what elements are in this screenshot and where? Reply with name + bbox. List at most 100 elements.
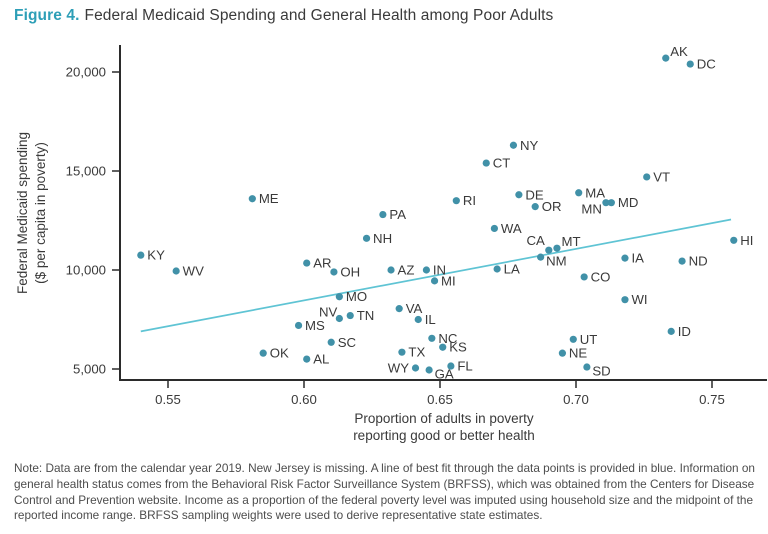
x-axis-title: reporting good or better health: [353, 428, 535, 443]
note-line: reported income range. BRFSS sampling we…: [14, 508, 543, 523]
x-axis-title: Proportion of adults in poverty: [354, 411, 534, 426]
data-point-FL: [447, 362, 455, 370]
data-point-label-NC: NC: [438, 331, 458, 346]
data-point-label-MT: MT: [561, 234, 580, 249]
data-point-label-KS: KS: [449, 340, 467, 355]
data-point-MI: [430, 277, 439, 285]
data-point-OK: [259, 349, 267, 357]
data-point-label-ID: ID: [678, 324, 691, 339]
data-point-NV: [335, 314, 343, 323]
data-point-label-SD: SD: [592, 364, 610, 379]
y-tick-label: 15,000: [66, 164, 106, 179]
data-point-label-WV: WV: [183, 263, 204, 278]
data-point-WV: [172, 267, 180, 275]
data-point-NC: [428, 334, 436, 342]
y-tick-label: 20,000: [66, 65, 106, 80]
data-point-label-NM: NM: [546, 254, 567, 269]
data-point-CO: [580, 273, 588, 281]
data-point-NM: [537, 253, 545, 261]
data-point-label-RI: RI: [463, 193, 476, 208]
y-tick-label: 10,000: [66, 263, 106, 278]
data-point-label-IL: IL: [425, 312, 436, 327]
scatter-chart: 5,000 10,000 15,000 20,000 0.55 0.60 0.65 0.70 0…: [15, 44, 767, 443]
data-point-label-AK: AK: [670, 44, 688, 59]
x-tick-label: 0.55: [155, 392, 181, 407]
data-point-MA: [575, 189, 583, 197]
data-point-VA: [395, 305, 403, 313]
data-point-label-OR: OR: [542, 199, 562, 214]
x-tick-label: 0.65: [427, 392, 453, 407]
data-point-label-HI: HI: [740, 233, 753, 248]
data-point-UT: [569, 335, 577, 343]
data-point-PA: [379, 210, 387, 219]
data-point-label-CA: CA: [526, 233, 545, 248]
data-point-CT: [482, 159, 490, 167]
data-point-IN: [422, 266, 430, 274]
figure-title-text: Federal Medicaid Spending and General He…: [84, 7, 554, 24]
x-tick-label: 0.60: [291, 392, 317, 407]
data-point-label-IA: IA: [631, 251, 644, 266]
x-tick-label: 0.75: [699, 392, 725, 407]
data-point-KY: [137, 251, 145, 259]
data-point-TX: [398, 348, 406, 356]
y-axis-title: Federal Medicaid spending: [15, 132, 30, 294]
data-point-label-OK: OK: [270, 346, 289, 361]
data-point-AZ: [387, 266, 395, 274]
data-point-DE: [515, 191, 523, 199]
data-point-label-MS: MS: [305, 318, 325, 333]
data-point-label-DC: DC: [697, 57, 717, 72]
data-point-label-LA: LA: [504, 262, 520, 277]
data-point-ND: [678, 257, 686, 265]
data-point-IA: [621, 254, 629, 262]
data-point-label-NH: NH: [373, 231, 392, 246]
data-point-label-WI: WI: [631, 292, 647, 307]
data-point-label-AR: AR: [313, 256, 331, 271]
data-point-ID: [667, 327, 675, 335]
data-point-HI: [730, 236, 738, 244]
data-point-label-VA: VA: [406, 301, 423, 316]
data-point-NE: [558, 349, 567, 357]
data-point-label-OH: OH: [340, 264, 360, 279]
data-point-ME: [248, 195, 256, 203]
data-point-OR: [531, 203, 539, 211]
data-point-WI: [621, 296, 629, 304]
data-point-OH: [330, 268, 338, 276]
figure-note: Note: Data are from the calendar year 20…: [14, 461, 762, 524]
data-point-MN: [602, 199, 610, 207]
data-point-WA: [490, 224, 498, 233]
data-point-MS: [294, 321, 303, 330]
data-point-label-NE: NE: [569, 346, 588, 361]
data-point-label-ND: ND: [689, 254, 708, 269]
data-point-SD: [583, 363, 591, 371]
data-point-label-WY: WY: [388, 361, 409, 376]
data-point-DC: [686, 60, 694, 68]
data-point-label-SC: SC: [338, 335, 357, 350]
data-point-VT: [643, 173, 651, 181]
data-point-label-CT: CT: [493, 156, 511, 171]
data-point-WY: [411, 364, 420, 372]
data-point-label-NV: NV: [319, 305, 338, 320]
data-point-label-CO: CO: [591, 269, 611, 284]
data-point-MD: [607, 199, 615, 207]
data-point-label-AZ: AZ: [398, 263, 415, 278]
note-line: Note: Data are from the calendar year 20…: [14, 461, 755, 475]
data-point-label-PA: PA: [389, 207, 406, 222]
data-point-label-TN: TN: [357, 308, 375, 323]
data-point-label-UT: UT: [580, 332, 598, 347]
data-point-label-DE: DE: [525, 187, 544, 202]
note-line: Control and Prevention website. Income a…: [14, 492, 754, 507]
data-point-label-MD: MD: [618, 195, 639, 210]
data-point-label-AL: AL: [313, 352, 329, 367]
data-point-NY: [509, 141, 518, 149]
data-point-label-MA: MA: [585, 185, 605, 200]
data-point-TN: [346, 311, 354, 320]
data-point-AK: [662, 54, 670, 62]
data-point-label-WA: WA: [501, 221, 522, 236]
data-point-MT: [553, 244, 561, 252]
data-point-RI: [452, 197, 460, 205]
data-point-AR: [303, 259, 311, 267]
figure-number: Figure 4.: [14, 7, 80, 24]
data-point-label-VT: VT: [653, 169, 670, 184]
data-point-LA: [493, 265, 501, 273]
